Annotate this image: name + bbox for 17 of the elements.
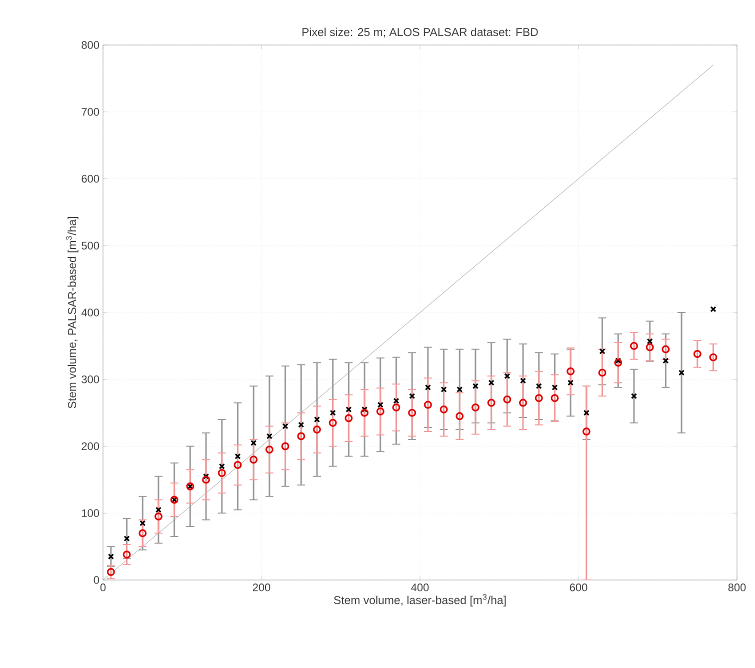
y-tick-label: 800: [82, 41, 100, 49]
x-tick-label: 400: [411, 584, 429, 592]
y-tick-label: 700: [82, 108, 100, 116]
y-axis-title: Stem volume, PALSAR-based [m$^{3}$/ha]: [66, 217, 78, 408]
chart-title: Pixel size: 25 m; ALOS PALSAR dataset: FBD: [302, 28, 538, 38]
y-tick-label: 400: [81, 308, 100, 316]
y-tick-label: 500: [82, 242, 100, 250]
y-tick-label: 0: [94, 576, 100, 584]
x-tick-label: 0: [100, 584, 106, 592]
y-tick-label: 600: [82, 174, 100, 183]
x-tick-label: 600: [570, 584, 588, 592]
x-tick-label: 200: [252, 584, 270, 592]
x-axis-title: Stem volume, laser-based [m$^{3}$/ha]: [334, 594, 506, 606]
y-tick-label: 300: [82, 376, 100, 384]
y-tick-label: 200: [82, 442, 100, 450]
x-tick-label: 800: [728, 584, 746, 592]
y-tick-label: 100: [82, 509, 100, 518]
